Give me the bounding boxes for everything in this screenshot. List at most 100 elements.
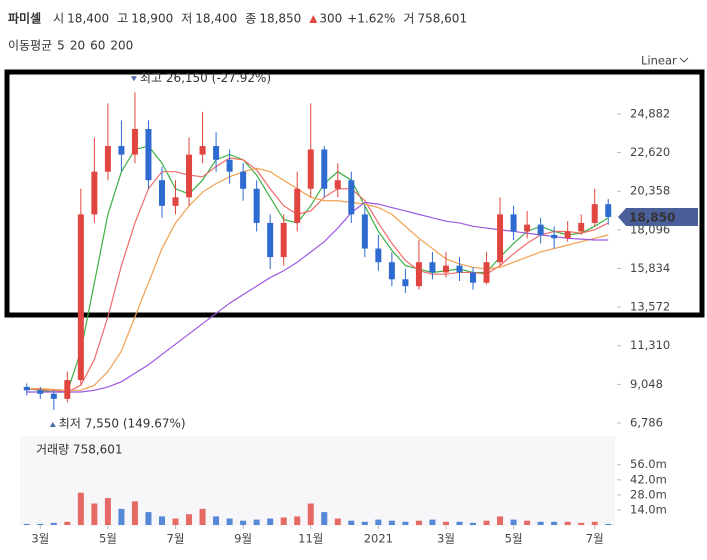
field-label: 거 <box>403 12 414 26</box>
candle-body <box>253 188 260 223</box>
y-tick-label: 15,834 <box>630 261 670 275</box>
candle-body <box>334 180 341 189</box>
candle-body <box>199 146 206 155</box>
price-tag-label: 18,850 <box>629 210 675 224</box>
field-label: 저 <box>181 12 192 26</box>
candle-body <box>158 180 165 206</box>
volume-bar <box>605 523 612 525</box>
candle-body <box>442 265 449 273</box>
volume-bar <box>186 514 193 525</box>
y-tick-label: 6,786 <box>630 416 663 430</box>
field-label: 고 <box>117 12 128 26</box>
candle-body <box>537 224 544 235</box>
candle-body <box>280 222 287 258</box>
y-tick-label: 13,572 <box>630 300 670 314</box>
volume-bar <box>64 521 71 525</box>
volume-bar <box>199 508 206 525</box>
candle-body <box>564 231 571 239</box>
candle-body <box>307 149 314 189</box>
candle-body <box>483 262 490 283</box>
x-tick-label: 7월 <box>586 532 604 546</box>
volume-bar <box>375 519 382 525</box>
volume-bar <box>429 519 436 525</box>
volume-bar <box>524 520 531 525</box>
high-annotation: 최고 26,150 (-27.92%) <box>140 71 271 85</box>
candle-body <box>37 390 44 394</box>
volume-bar <box>470 522 477 525</box>
scale-label[interactable]: Linear <box>641 54 677 68</box>
candle-body <box>294 188 301 223</box>
candle-body <box>510 214 517 232</box>
volume-bar <box>267 518 274 525</box>
volume-bar <box>564 521 571 525</box>
volume-bar <box>226 518 233 525</box>
volume-bar <box>118 508 125 525</box>
candle-body <box>64 380 71 399</box>
legend-entry: 200 <box>110 39 133 53</box>
candle-body <box>91 171 98 215</box>
highlight-box <box>4 69 705 318</box>
candle-body <box>118 146 125 155</box>
volume-bar <box>442 521 449 525</box>
volume-bar <box>213 516 220 525</box>
volume-bar <box>334 518 341 525</box>
volume-bar <box>91 503 98 525</box>
candle-body <box>388 262 395 280</box>
y-tick-label: 22,620 <box>630 145 670 159</box>
x-tick-label: 2021 <box>364 532 393 546</box>
change: 300 <box>319 12 342 26</box>
candle-body <box>77 214 84 381</box>
volume-title: 거래량 758,601 <box>36 443 123 457</box>
volume-bar <box>23 523 30 525</box>
volume-bar <box>497 516 504 525</box>
x-tick-label: 11월 <box>298 532 323 546</box>
y-tick-label: 11,310 <box>630 338 670 352</box>
volume-bar <box>578 522 585 525</box>
volume-bar <box>50 522 57 525</box>
field-value: 758,601 <box>417 12 467 26</box>
x-tick-label: 5월 <box>99 532 117 546</box>
candle-body <box>186 154 193 198</box>
candle-body <box>470 272 477 283</box>
volume-bar <box>591 521 598 525</box>
volume-bar <box>77 492 84 525</box>
volume-bar <box>253 519 260 525</box>
candle-body <box>226 159 233 172</box>
volume-bar <box>145 512 152 525</box>
volume-tick-label: 28.0m <box>630 487 667 501</box>
x-tick-label: 5월 <box>505 532 523 546</box>
low-annotation: 최저 7,550 (149.67%) <box>59 416 186 430</box>
y-tick-label: 9,048 <box>630 377 663 391</box>
volume-tick-label: 42.0m <box>630 472 667 486</box>
candle-body <box>524 224 531 232</box>
volume-bar <box>415 520 422 525</box>
volume-bar <box>348 520 355 525</box>
moving-average-line <box>26 167 609 391</box>
down-triangle <box>130 76 137 82</box>
volume-bar <box>551 521 558 525</box>
field-value: 18,400 <box>195 12 237 26</box>
candle-body <box>591 204 598 223</box>
candle-body <box>50 393 57 399</box>
candle-body <box>402 279 409 287</box>
candle-body <box>429 262 436 273</box>
volume-bar <box>104 498 111 525</box>
volume-bar <box>37 523 44 525</box>
candle-body <box>145 128 152 181</box>
up-triangle <box>309 15 318 23</box>
dropdown-icon[interactable] <box>679 57 689 63</box>
volume-bar <box>456 521 463 525</box>
candle-body <box>415 262 422 287</box>
volume-bar <box>240 520 247 525</box>
x-tick-label: 3월 <box>437 532 455 546</box>
volume-bar <box>307 503 314 525</box>
volume-bar <box>361 521 368 525</box>
field-value: 18,400 <box>67 12 109 26</box>
moving-average-line <box>26 201 609 393</box>
y-tick-label: 20,358 <box>630 184 670 198</box>
candle-body <box>104 146 111 172</box>
candle-body <box>361 214 368 249</box>
ma-title: 이동평균 <box>8 39 52 53</box>
volume-bar <box>402 521 409 525</box>
